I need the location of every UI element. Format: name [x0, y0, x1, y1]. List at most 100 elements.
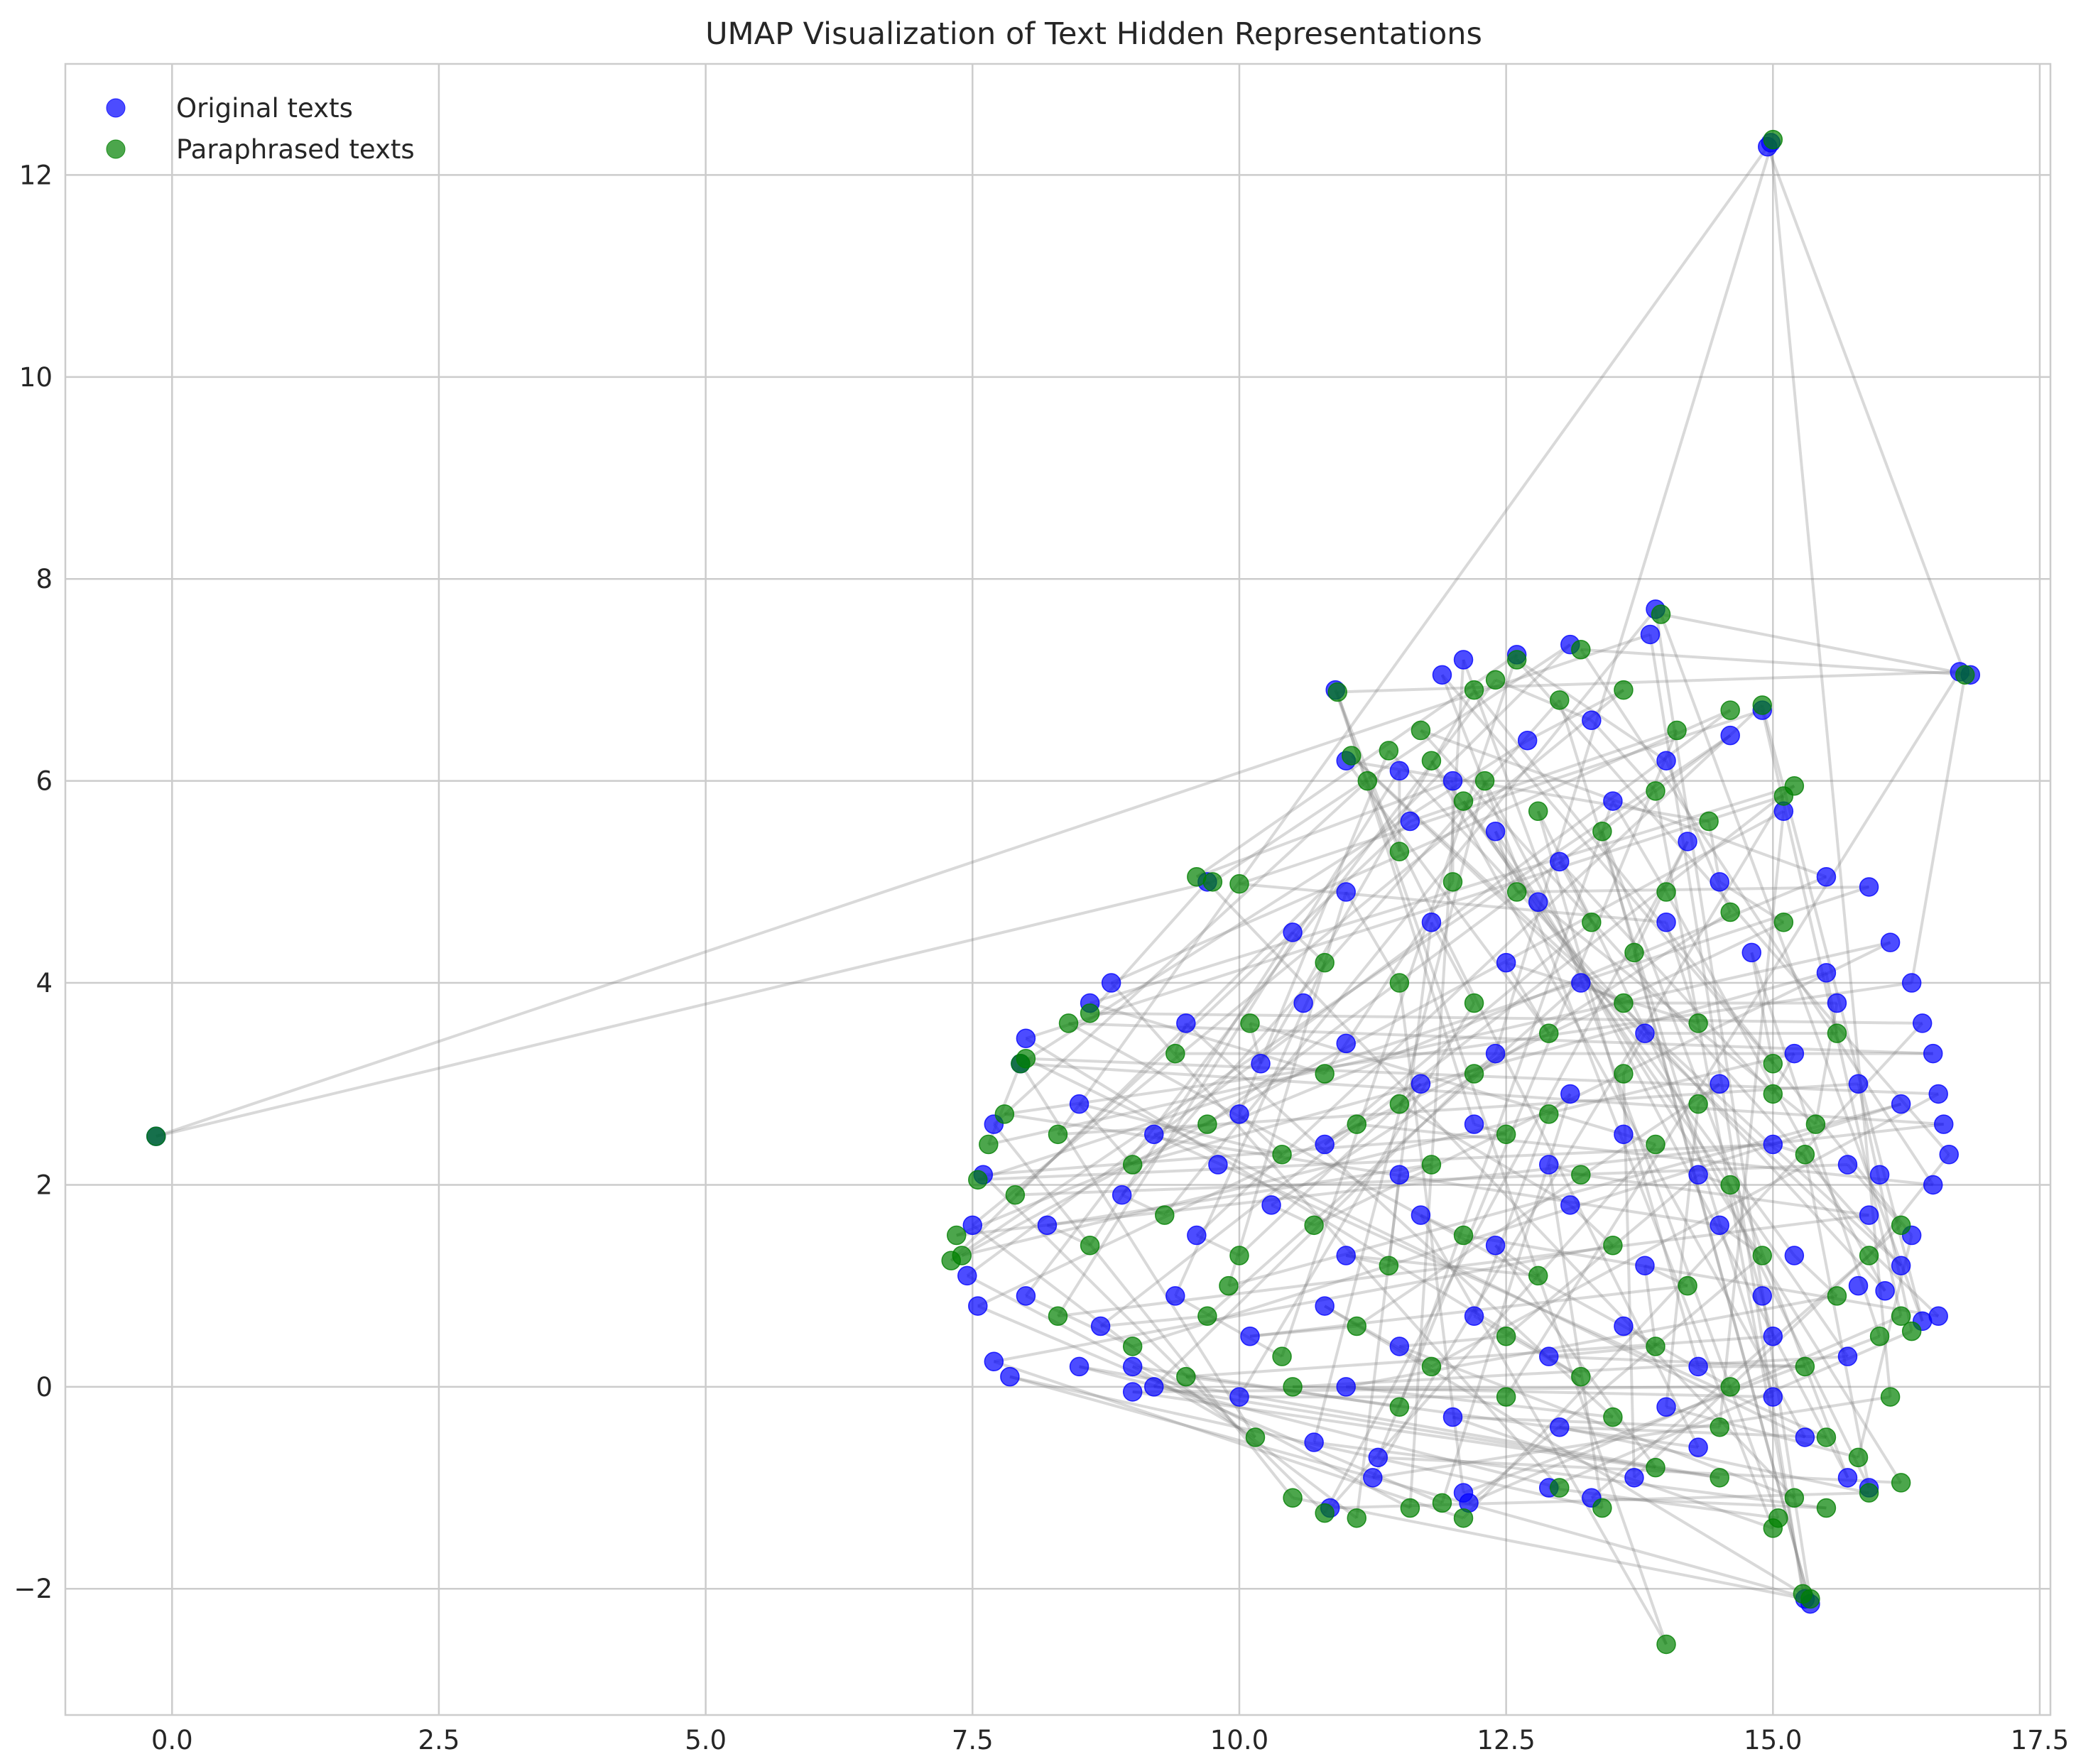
- original-text-point: [1582, 710, 1602, 731]
- pair-connector: [1366, 780, 1700, 1449]
- pair-connector: [1313, 941, 1891, 1227]
- pair-connector: [1559, 1425, 1869, 1495]
- original-text-point: [1741, 942, 1761, 963]
- pair-connector: [1079, 1102, 1283, 1156]
- pair-connector: [1056, 770, 1401, 1317]
- paraphrased-text-point: [1155, 1205, 1175, 1225]
- pair-connector: [1494, 678, 1592, 722]
- original-text-point: [1816, 963, 1837, 983]
- original-text-point: [1560, 1084, 1580, 1104]
- x-tick-label: 5.0: [685, 1725, 727, 1755]
- paraphrased-text-point: [1080, 1236, 1100, 1256]
- paraphrased-text-point: [1646, 1336, 1665, 1356]
- pair-connector: [1430, 760, 1795, 1257]
- pair-connector: [1750, 952, 1881, 1337]
- paraphrased-text-point: [1901, 1321, 1922, 1341]
- pair-connector: [1558, 861, 1774, 1095]
- original-text-point: [1464, 1114, 1484, 1134]
- original-text-point: [1315, 1296, 1335, 1316]
- original-text-point: [1389, 1336, 1410, 1356]
- pair-connector: [1654, 790, 1807, 1599]
- paraphrased-text-point: [1603, 1236, 1623, 1256]
- paraphrased-text-point: [1710, 1417, 1729, 1437]
- paraphrased-text-point: [1816, 1427, 1837, 1447]
- pair-connector: [1206, 734, 1732, 1126]
- pair-connector: [1212, 643, 1571, 883]
- pair-connector: [1719, 881, 1785, 924]
- pair-connector: [1463, 1234, 1939, 1318]
- pair-connector: [1910, 674, 1967, 984]
- original-text-point: [957, 1265, 977, 1286]
- pair-connector: [1462, 800, 1849, 1358]
- pair-connector: [1430, 921, 1476, 1004]
- legend: Original texts Paraphrased texts: [106, 93, 415, 165]
- paraphrased-text-point: [1485, 670, 1506, 690]
- original-text-point: [1827, 993, 1847, 1013]
- paraphrased-text-point: [1474, 771, 1495, 791]
- pair-connector: [1344, 759, 1550, 1035]
- plot-frame: [64, 62, 2052, 1716]
- pair-connector: [1857, 1083, 1913, 1332]
- paraphrased-text-point: [1389, 842, 1410, 861]
- pair-connector: [1729, 1184, 1775, 1337]
- paraphrased-text-point: [1550, 1478, 1570, 1498]
- original-text-point: [1315, 1134, 1335, 1155]
- pair-connector: [1153, 1133, 1827, 1439]
- legend-label-original: Original texts: [176, 93, 353, 124]
- pair-connector: [1420, 729, 1827, 878]
- pair-connector: [1867, 1153, 1950, 1257]
- paraphrased-text-point: [1496, 1387, 1516, 1407]
- paraphrased-text-point: [1506, 882, 1527, 902]
- original-text-point: [1016, 1286, 1036, 1306]
- pair-connector: [1047, 1163, 1432, 1227]
- pair-connector: [156, 880, 1213, 1138]
- paraphrased-text-point: [1283, 1377, 1303, 1397]
- paraphrased-text-point: [1784, 1488, 1805, 1508]
- pair-connector: [1665, 922, 1700, 1024]
- original-text-point: [962, 1215, 983, 1236]
- pair-connector: [1293, 1385, 1773, 1399]
- pair-connector: [1206, 881, 1795, 1499]
- paraphrased-text-point: [1176, 1366, 1196, 1387]
- original-text-point: [1336, 882, 1356, 902]
- pair-connector: [1559, 1425, 1827, 1439]
- pair-connector: [1494, 830, 1903, 1483]
- original-text-point: [1928, 1084, 1948, 1104]
- pair-connector: [1206, 981, 1582, 1317]
- paraphrased-text-point: [1582, 912, 1602, 932]
- original-text-point: [1880, 932, 1901, 952]
- paraphrased-text-point: [1347, 1114, 1367, 1134]
- pair-connector: [1633, 952, 1812, 1605]
- pair-connector: [972, 689, 1625, 1226]
- paraphrased-text-point: [1229, 873, 1249, 894]
- paraphrased-text-point: [1656, 882, 1676, 902]
- pair-connector: [1398, 1345, 1795, 1500]
- paraphrased-text-point: [1432, 1493, 1452, 1513]
- pair-connector: [1344, 891, 1401, 984]
- paraphrased-text-point: [1869, 1326, 1890, 1346]
- original-text-point: [1485, 1043, 1506, 1064]
- paraphrased-text-point: [1400, 1498, 1420, 1518]
- pair-connector: [1110, 709, 1731, 984]
- paraphrased-text-point: [1464, 993, 1484, 1013]
- pair-connector: [1099, 785, 1795, 1328]
- original-text-point: [1891, 1094, 1911, 1114]
- paraphrased-text-point: [1827, 1286, 1847, 1306]
- pair-connector: [1648, 634, 1805, 1594]
- pair-connector: [1056, 146, 1769, 1136]
- pair-connector: [1462, 800, 1540, 903]
- pair-connector: [1494, 1244, 1657, 1469]
- original-text-point: [1837, 1155, 1858, 1175]
- y-tick-label: 6: [36, 766, 53, 797]
- original-text-point: [1143, 1124, 1164, 1145]
- x-tick-label: 10.0: [1210, 1725, 1268, 1755]
- paraphrased-text-point: [1464, 1064, 1484, 1084]
- pair-connector: [977, 920, 1785, 1307]
- pair-connector: [1440, 674, 1775, 1529]
- original-text-point: [1678, 832, 1697, 851]
- pair-connector: [1430, 1092, 1940, 1368]
- pair-connector: [1580, 1173, 1869, 1217]
- pair-connector: [977, 1143, 1773, 1182]
- original-text-point: [1933, 1114, 1954, 1134]
- pair-connector: [983, 1133, 1506, 1177]
